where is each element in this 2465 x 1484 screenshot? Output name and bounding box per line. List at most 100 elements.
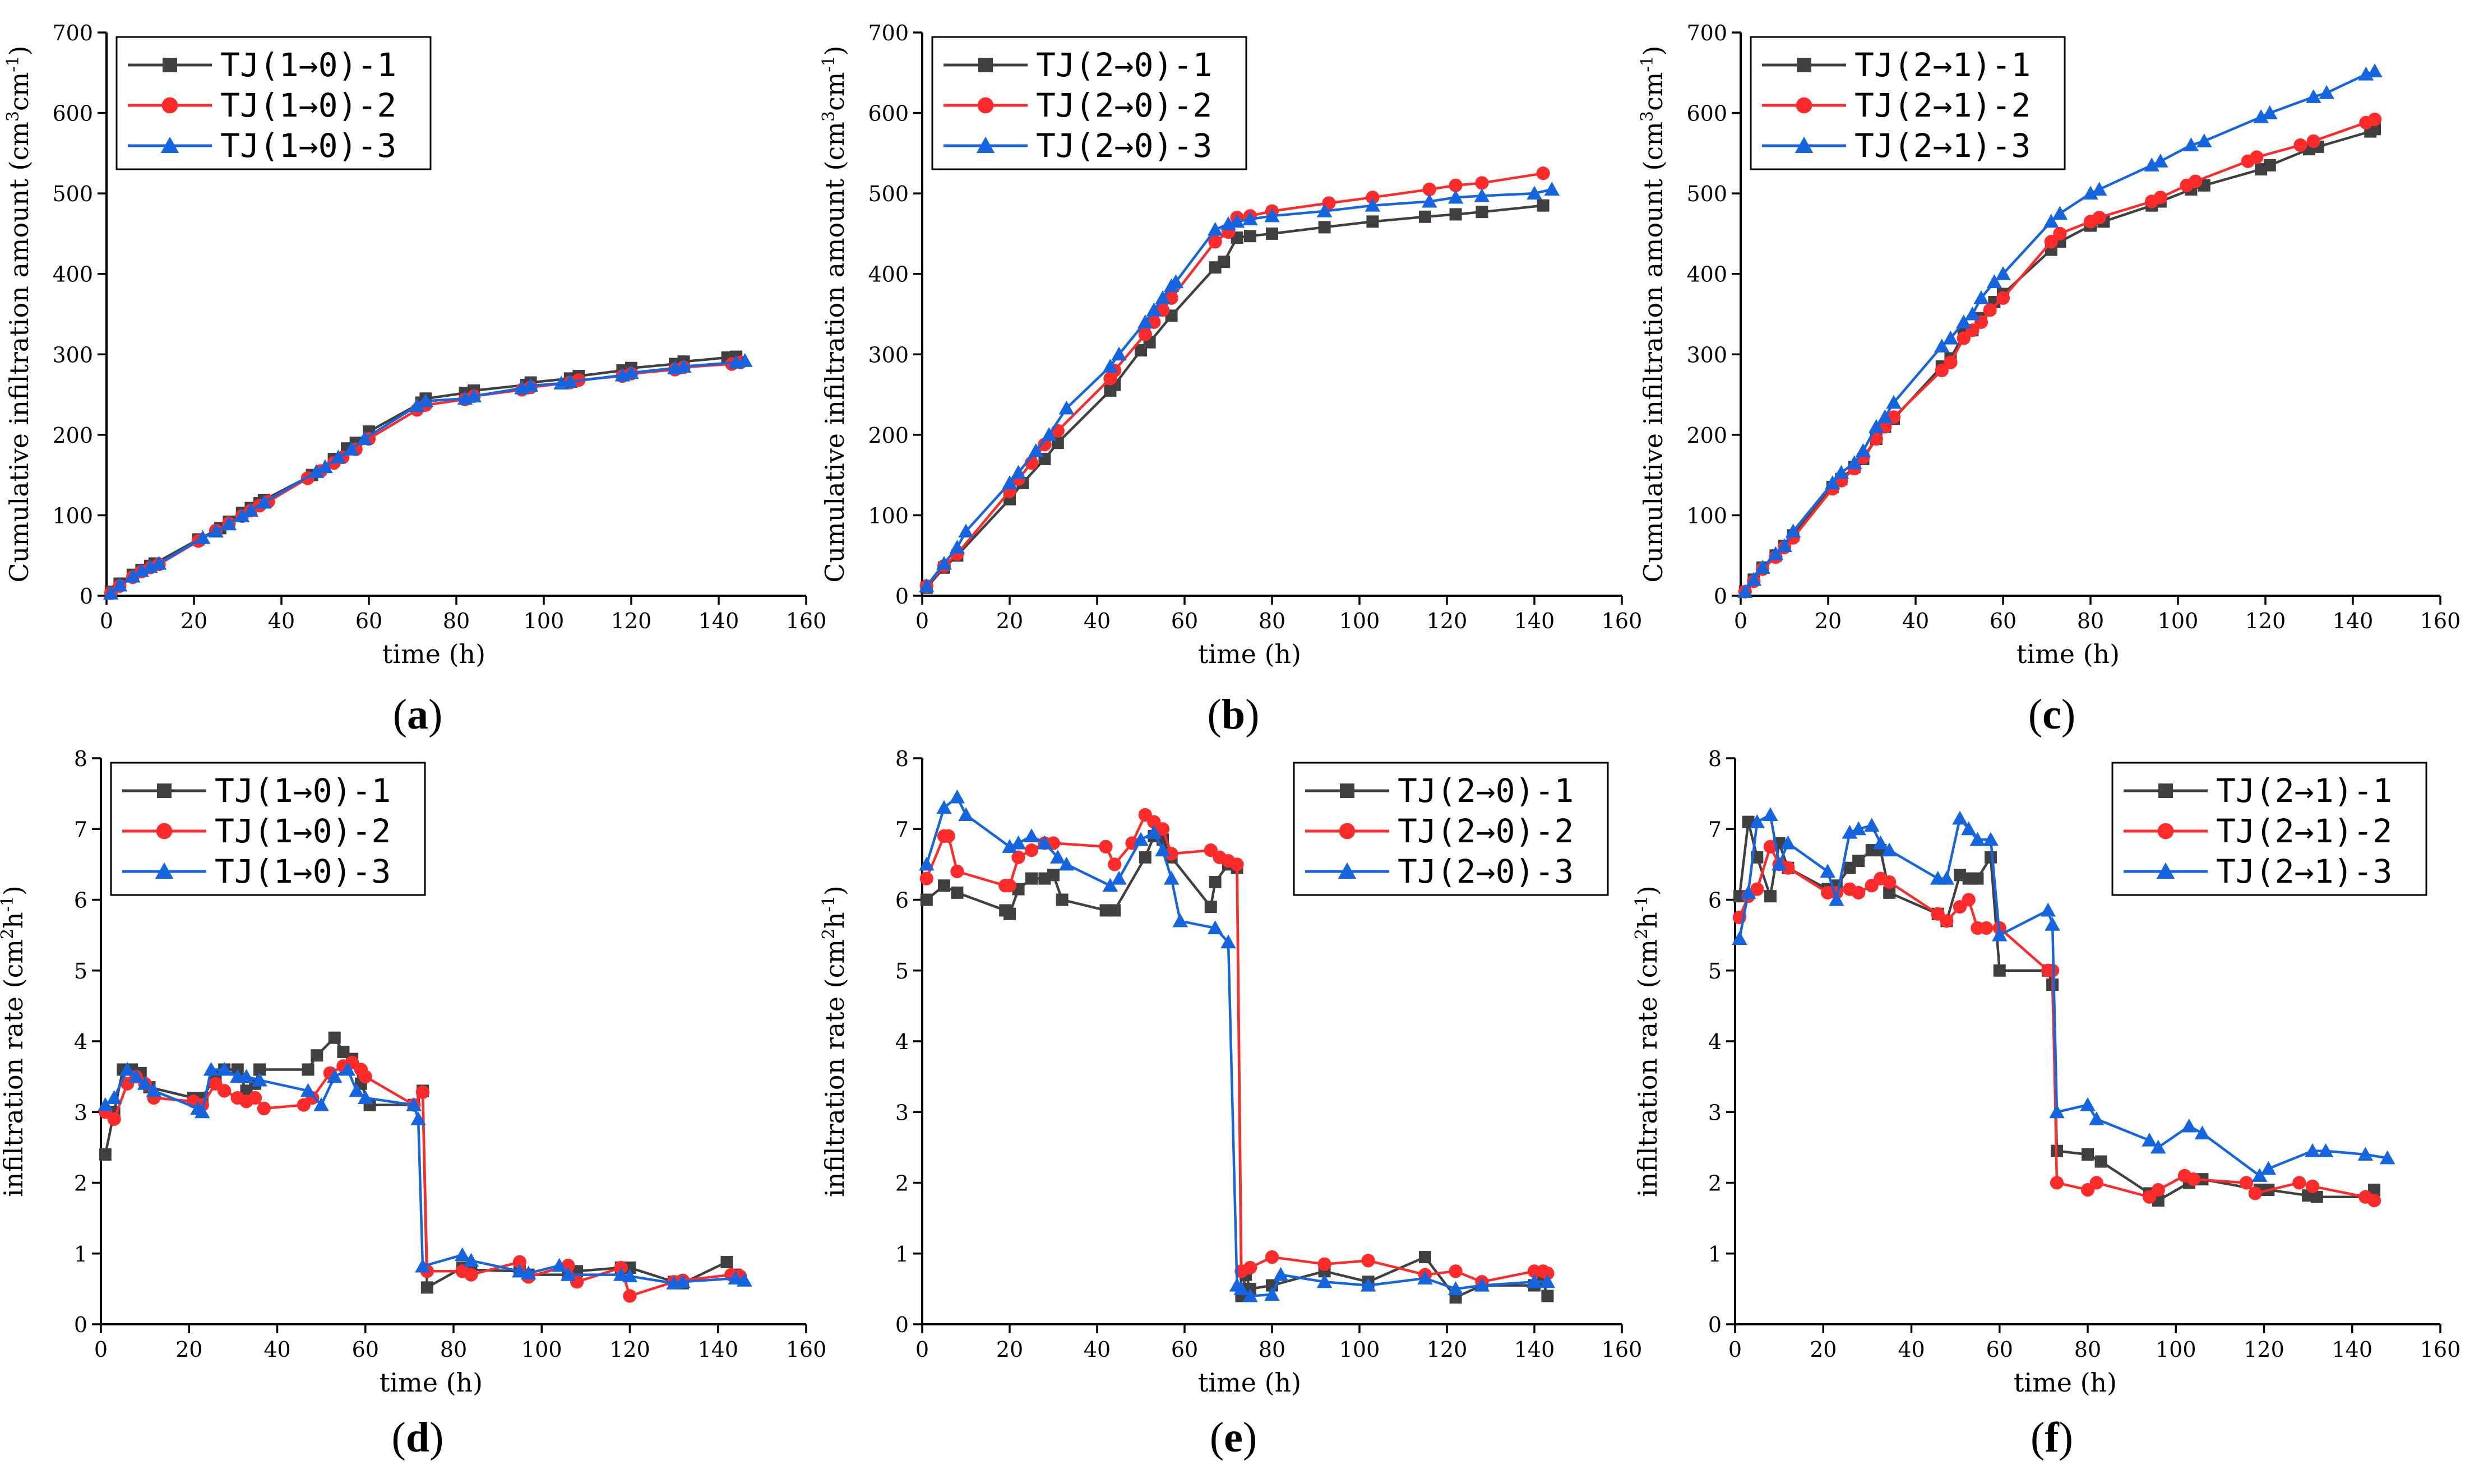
data-point xyxy=(1935,363,1949,378)
data-point xyxy=(1011,850,1025,864)
data-point xyxy=(2151,1183,2165,1197)
data-point xyxy=(1852,855,1865,868)
legend: TJ(2→0)-1TJ(2→0)-2TJ(2→0)-3 xyxy=(931,36,1247,170)
y-tick-label: 2 xyxy=(74,1171,87,1196)
data-point xyxy=(1025,872,1038,885)
data-point xyxy=(98,1097,113,1111)
legend-label: TJ(2→0)-3 xyxy=(1398,852,1574,891)
x-axis-title: time (h) xyxy=(2017,639,2120,669)
data-point xyxy=(1155,842,1171,857)
legend-marker xyxy=(1339,823,1356,840)
x-tick-label: 0 xyxy=(1728,1337,1742,1362)
y-tick-label: 1 xyxy=(895,1242,909,1267)
y-tick-label: 500 xyxy=(868,182,909,206)
data-point xyxy=(2196,133,2212,147)
data-point xyxy=(1829,892,1844,906)
x-tick-label: 120 xyxy=(2245,609,2286,633)
data-point xyxy=(2044,235,2058,249)
data-point xyxy=(1973,290,1989,304)
data-point xyxy=(1273,1267,1289,1281)
data-point xyxy=(1024,843,1039,857)
data-point xyxy=(2305,1179,2320,1193)
data-point xyxy=(1164,847,1178,861)
data-point xyxy=(1265,1250,1279,1264)
legend-label: TJ(2→1)-1 xyxy=(2216,772,2392,810)
legend-label: TJ(1→0)-1 xyxy=(220,46,396,84)
y-tick-label: 8 xyxy=(1708,746,1722,771)
data-point xyxy=(1155,822,1170,836)
data-point xyxy=(1952,810,1968,825)
data-point xyxy=(1422,182,1436,197)
data-point xyxy=(1969,832,1986,846)
x-tick-label: 140 xyxy=(697,1337,738,1362)
data-point xyxy=(2142,1133,2157,1147)
data-point xyxy=(119,1061,135,1076)
chart-panel-f: 0 20 40 60 80 100 120 140 160 0 1 2 3 4 5 6 7 8 time (h) in… xyxy=(1632,746,2461,1461)
data-point xyxy=(1986,274,2002,289)
y-tick-label: 5 xyxy=(1708,959,1722,984)
legend-marker xyxy=(156,823,173,840)
y-tick-label: 400 xyxy=(1686,262,1727,287)
x-tick-label: 80 xyxy=(443,609,470,633)
data-point xyxy=(1476,206,1488,219)
legend-marker xyxy=(1797,58,1811,72)
legend-label: TJ(1→0)-3 xyxy=(215,852,391,891)
data-point xyxy=(1419,210,1431,223)
data-point xyxy=(1220,934,1236,949)
data-point xyxy=(1024,828,1039,842)
data-point xyxy=(560,1267,576,1281)
x-tick-label: 140 xyxy=(1514,609,1555,633)
data-point xyxy=(2262,105,2278,119)
data-point xyxy=(1780,835,1796,850)
legend-marker xyxy=(2156,862,2175,879)
data-point xyxy=(2293,138,2307,152)
data-point xyxy=(1847,455,1862,470)
legend-label: TJ(2→0)-1 xyxy=(1036,46,1212,84)
series-line-3 xyxy=(1743,69,2375,593)
y-tick-label: 200 xyxy=(52,423,93,448)
data-point xyxy=(920,893,933,906)
data-point xyxy=(2248,1186,2262,1200)
data-point xyxy=(1146,302,1162,317)
data-point xyxy=(2253,109,2269,123)
x-tick-label: 100 xyxy=(2156,1337,2196,1362)
x-tick-label: 100 xyxy=(1339,1337,1380,1362)
y-tick-label: 2 xyxy=(1708,1171,1722,1196)
data-point xyxy=(1056,893,1069,906)
data-point xyxy=(1740,885,1756,899)
data-point xyxy=(623,365,639,379)
x-tick-label: 160 xyxy=(786,1337,827,1362)
data-point xyxy=(2181,1118,2197,1133)
x-tick-label: 120 xyxy=(609,1337,650,1362)
data-point xyxy=(1139,851,1151,864)
legend: TJ(1→0)-1TJ(1→0)-2TJ(1→0)-3 xyxy=(110,762,426,896)
data-point xyxy=(1133,832,1149,846)
data-point xyxy=(1785,523,1801,538)
data-point xyxy=(311,1049,323,1062)
x-tick-label: 160 xyxy=(786,609,827,633)
x-axis-title: time (h) xyxy=(380,1367,483,1398)
y-tick-label: 400 xyxy=(868,262,909,287)
data-point xyxy=(2153,191,2167,205)
x-tick-label: 80 xyxy=(1259,1337,1285,1362)
data-point xyxy=(221,516,237,531)
data-point xyxy=(1138,327,1152,341)
data-point xyxy=(349,1083,364,1097)
data-point xyxy=(133,563,150,577)
data-point xyxy=(103,585,119,600)
y-tick-label: 700 xyxy=(52,21,93,45)
data-point xyxy=(340,1061,356,1076)
y-axis-title: Cumulative infiltration amount (cm3cm-1) xyxy=(3,45,35,582)
x-tick-label: 120 xyxy=(1427,1337,1468,1362)
y-tick-label: 7 xyxy=(895,817,909,842)
data-point xyxy=(2260,1161,2277,1175)
data-point xyxy=(463,1253,479,1267)
data-point xyxy=(1449,208,1462,221)
data-point xyxy=(1983,303,1997,317)
data-point xyxy=(302,1063,315,1076)
data-point xyxy=(1264,208,1280,222)
data-point xyxy=(1047,869,1060,882)
legend-marker xyxy=(155,862,174,879)
data-point xyxy=(720,1255,733,1268)
chart-panel-c: 0 20 40 60 80 100 120 140 160 0 100 200 300 400 500 600… xyxy=(1638,21,2461,738)
